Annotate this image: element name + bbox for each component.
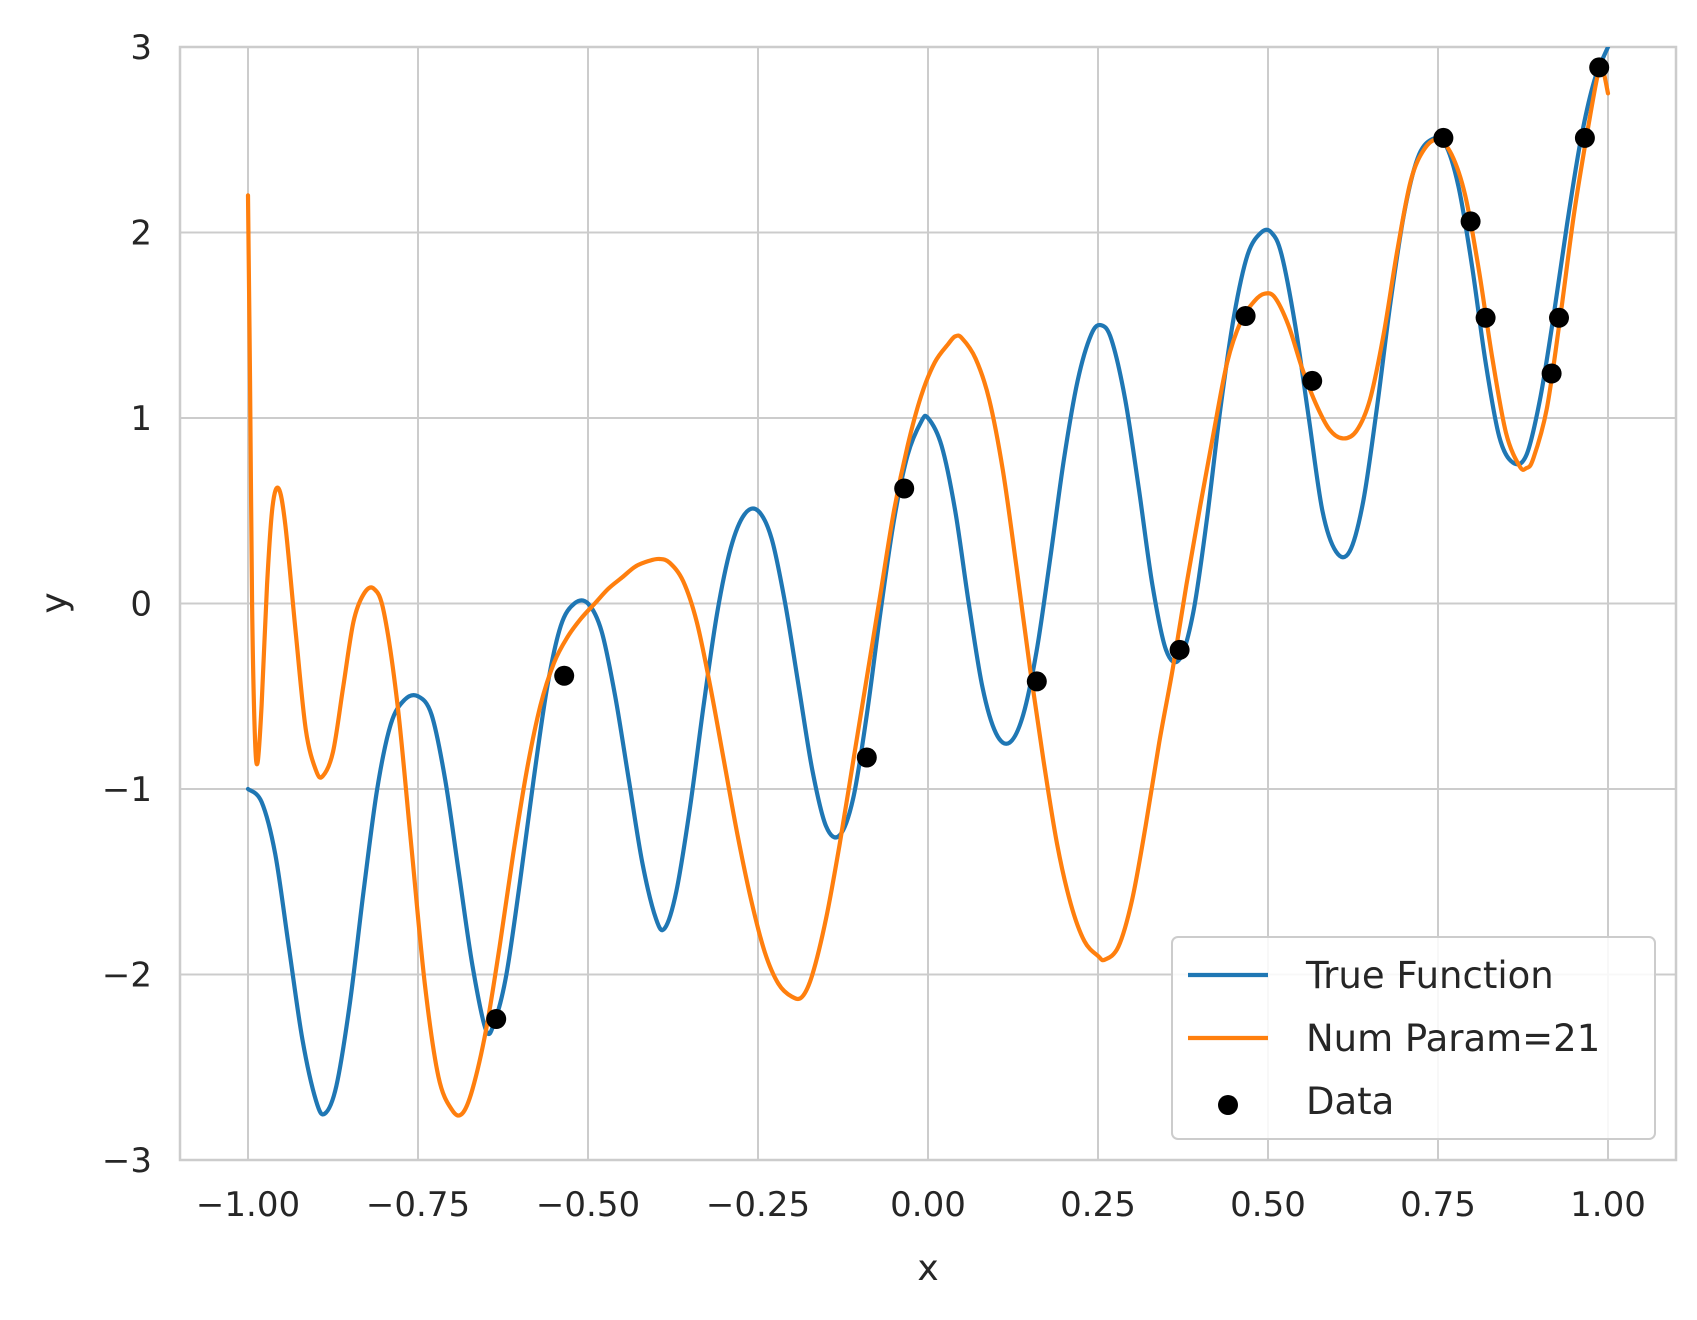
y-tick-label: −1 bbox=[102, 770, 152, 810]
data-point bbox=[1169, 639, 1190, 660]
x-tick-label: −1.00 bbox=[196, 1185, 300, 1225]
data-point bbox=[486, 1009, 507, 1029]
data-point bbox=[1460, 211, 1481, 232]
y-tick-label: 0 bbox=[130, 585, 152, 625]
x-axis-label: x bbox=[917, 1248, 938, 1289]
data-point bbox=[1574, 127, 1595, 148]
y-tick-label: −3 bbox=[102, 1141, 152, 1181]
x-tick-label: −0.25 bbox=[706, 1185, 810, 1225]
plot-border bbox=[178, 45, 1678, 1162]
y-axis-label: y bbox=[34, 592, 75, 613]
data-point bbox=[1541, 363, 1562, 384]
legend-label-true-function: True Function bbox=[1305, 954, 1554, 997]
data-point bbox=[554, 665, 575, 686]
x-tick-label: 0.50 bbox=[1230, 1185, 1306, 1225]
tick-labels: −1.00 −0.75 −0.50 −0.25 0.00 0.25 0.50 0.75 1.00… bbox=[102, 28, 1646, 1225]
x-tick-label: 0.75 bbox=[1400, 1185, 1476, 1225]
data-point bbox=[1235, 306, 1256, 326]
x-tick-label: −0.50 bbox=[536, 1185, 640, 1225]
true-function-line bbox=[245, 47, 1611, 1117]
data-point bbox=[1302, 370, 1323, 391]
data-point bbox=[1026, 671, 1047, 692]
legend-label-data: Data bbox=[1306, 1080, 1394, 1123]
y-tick-label: −2 bbox=[102, 956, 152, 996]
legend-label-num-param-21: Num Param=21 bbox=[1306, 1017, 1600, 1060]
x-tick-label: 0.25 bbox=[1060, 1185, 1136, 1225]
y-tick-label: 1 bbox=[130, 399, 152, 439]
x-tick-label: 0.00 bbox=[890, 1185, 966, 1225]
y-tick-label: 2 bbox=[130, 214, 152, 254]
data-point bbox=[856, 747, 877, 768]
y-tick-label: 3 bbox=[130, 28, 152, 68]
plot-frame bbox=[178, 45, 1678, 1162]
legend-swatch-data bbox=[1218, 1095, 1238, 1115]
x-tick-label: 1.00 bbox=[1570, 1185, 1646, 1225]
data-point bbox=[894, 478, 915, 499]
num-param-21-line bbox=[245, 64, 1611, 1118]
legend-box bbox=[1171, 936, 1656, 1140]
data-point bbox=[1589, 57, 1610, 78]
series-group bbox=[245, 47, 1611, 1118]
x-tick-label: −0.75 bbox=[366, 1185, 470, 1225]
data-point bbox=[1433, 127, 1454, 148]
data-point bbox=[1549, 307, 1569, 328]
data-point bbox=[1475, 307, 1496, 328]
legend: True Function Num Param=21 Data bbox=[1171, 936, 1656, 1140]
